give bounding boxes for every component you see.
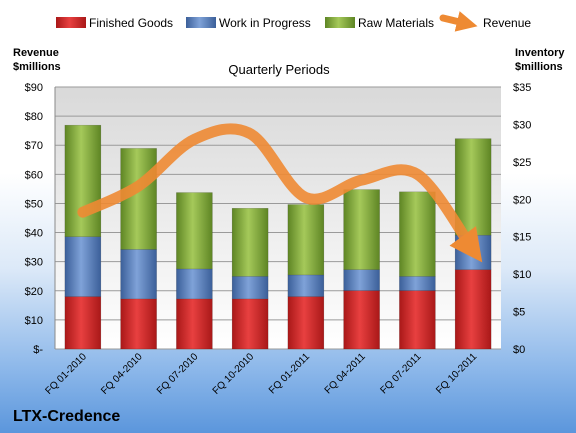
bar-finished-goods	[64, 296, 102, 350]
bar-work-in-progress	[64, 236, 102, 297]
left-axis-label-line2: $millions	[13, 61, 61, 73]
right-tick-label: $20	[513, 194, 531, 206]
bar-raw-materials	[343, 189, 380, 270]
left-tick-label: $60	[25, 169, 43, 181]
bar-raw-materials	[287, 204, 325, 276]
left-tick-label: $90	[25, 82, 43, 94]
bar-finished-goods	[176, 298, 213, 350]
legend-label-raw-materials: Raw Materials	[358, 16, 434, 30]
legend-label-work-in-progress: Work in Progress	[219, 16, 311, 30]
left-tick-label: $40	[25, 228, 43, 240]
bar-finished-goods	[343, 290, 380, 350]
bar-raw-materials	[399, 191, 436, 277]
right-axis-label-line1: Inventory	[515, 47, 565, 59]
legend-swatch-finished-goods	[56, 17, 86, 28]
chart-title: Quarterly Periods	[228, 62, 330, 77]
bar-raw-materials	[64, 124, 102, 237]
bar-finished-goods	[287, 296, 325, 350]
bar-finished-goods	[231, 298, 269, 350]
right-axis-label-line2: $millions	[515, 61, 563, 73]
x-tick-label: FQ 10-2011	[434, 351, 479, 396]
right-tick-label: $0	[513, 344, 525, 356]
bar-finished-goods	[120, 298, 157, 350]
legend-swatch-raw-materials	[325, 17, 355, 28]
right-tick-label: $5	[513, 307, 525, 319]
bar-work-in-progress	[399, 276, 436, 291]
x-tick-label: FQ 01-2010	[43, 351, 89, 397]
x-tick-label: FQ 07-2010	[155, 351, 201, 397]
x-tick-label: FQ 01-2011	[267, 351, 312, 396]
right-tick-label: $35	[513, 82, 531, 94]
company-name: LTX-Credence	[13, 408, 120, 425]
left-tick-label: $30	[25, 257, 43, 269]
bar-work-in-progress	[231, 276, 269, 300]
x-tick-label: FQ 10-2010	[211, 351, 257, 397]
bar-work-in-progress	[343, 269, 380, 291]
right-tick-label: $10	[513, 269, 531, 281]
bars	[64, 124, 492, 350]
right-tick-label: $25	[513, 157, 531, 169]
left-axis-label-line1: Revenue	[13, 47, 59, 59]
legend-label-revenue: Revenue	[483, 16, 531, 30]
left-tick-label: $-	[33, 344, 43, 356]
revenue-line	[77, 123, 483, 263]
bar-finished-goods	[399, 290, 436, 350]
left-axis-ticks: $- $10 $20 $30 $40 $50 $60 $70 $80 $90	[25, 82, 44, 356]
bar-work-in-progress	[176, 268, 213, 300]
right-tick-label: $30	[513, 119, 531, 131]
bar-work-in-progress	[120, 249, 157, 300]
left-tick-label: $50	[25, 198, 43, 210]
x-axis-ticks: FQ 01-2010 FQ 04-2010 FQ 07-2010 FQ 10-2010…	[43, 351, 479, 397]
legend-label-finished-goods: Finished Goods	[89, 16, 173, 30]
right-axis-ticks: $0 $5 $10 $15 $20 $25 $30 $35	[513, 82, 531, 356]
bar-work-in-progress	[287, 274, 325, 297]
legend-swatch-work-in-progress	[186, 17, 216, 28]
left-tick-label: $70	[25, 140, 43, 152]
left-tick-label: $20	[25, 286, 43, 298]
x-tick-label: FQ 07-2011	[379, 351, 424, 396]
left-tick-label: $10	[25, 315, 43, 327]
x-tick-label: FQ 04-2011	[323, 351, 368, 396]
bar-raw-materials	[176, 192, 213, 270]
right-tick-label: $15	[513, 232, 531, 244]
bar-raw-materials	[231, 208, 269, 277]
legend-swatch-revenue	[439, 11, 478, 32]
legend: Finished Goods Work in Progress Raw Mate…	[56, 11, 531, 32]
x-tick-label: FQ 04-2010	[99, 351, 145, 397]
bar-finished-goods	[454, 269, 492, 350]
bar-raw-materials	[454, 138, 492, 236]
left-tick-label: $80	[25, 111, 43, 123]
